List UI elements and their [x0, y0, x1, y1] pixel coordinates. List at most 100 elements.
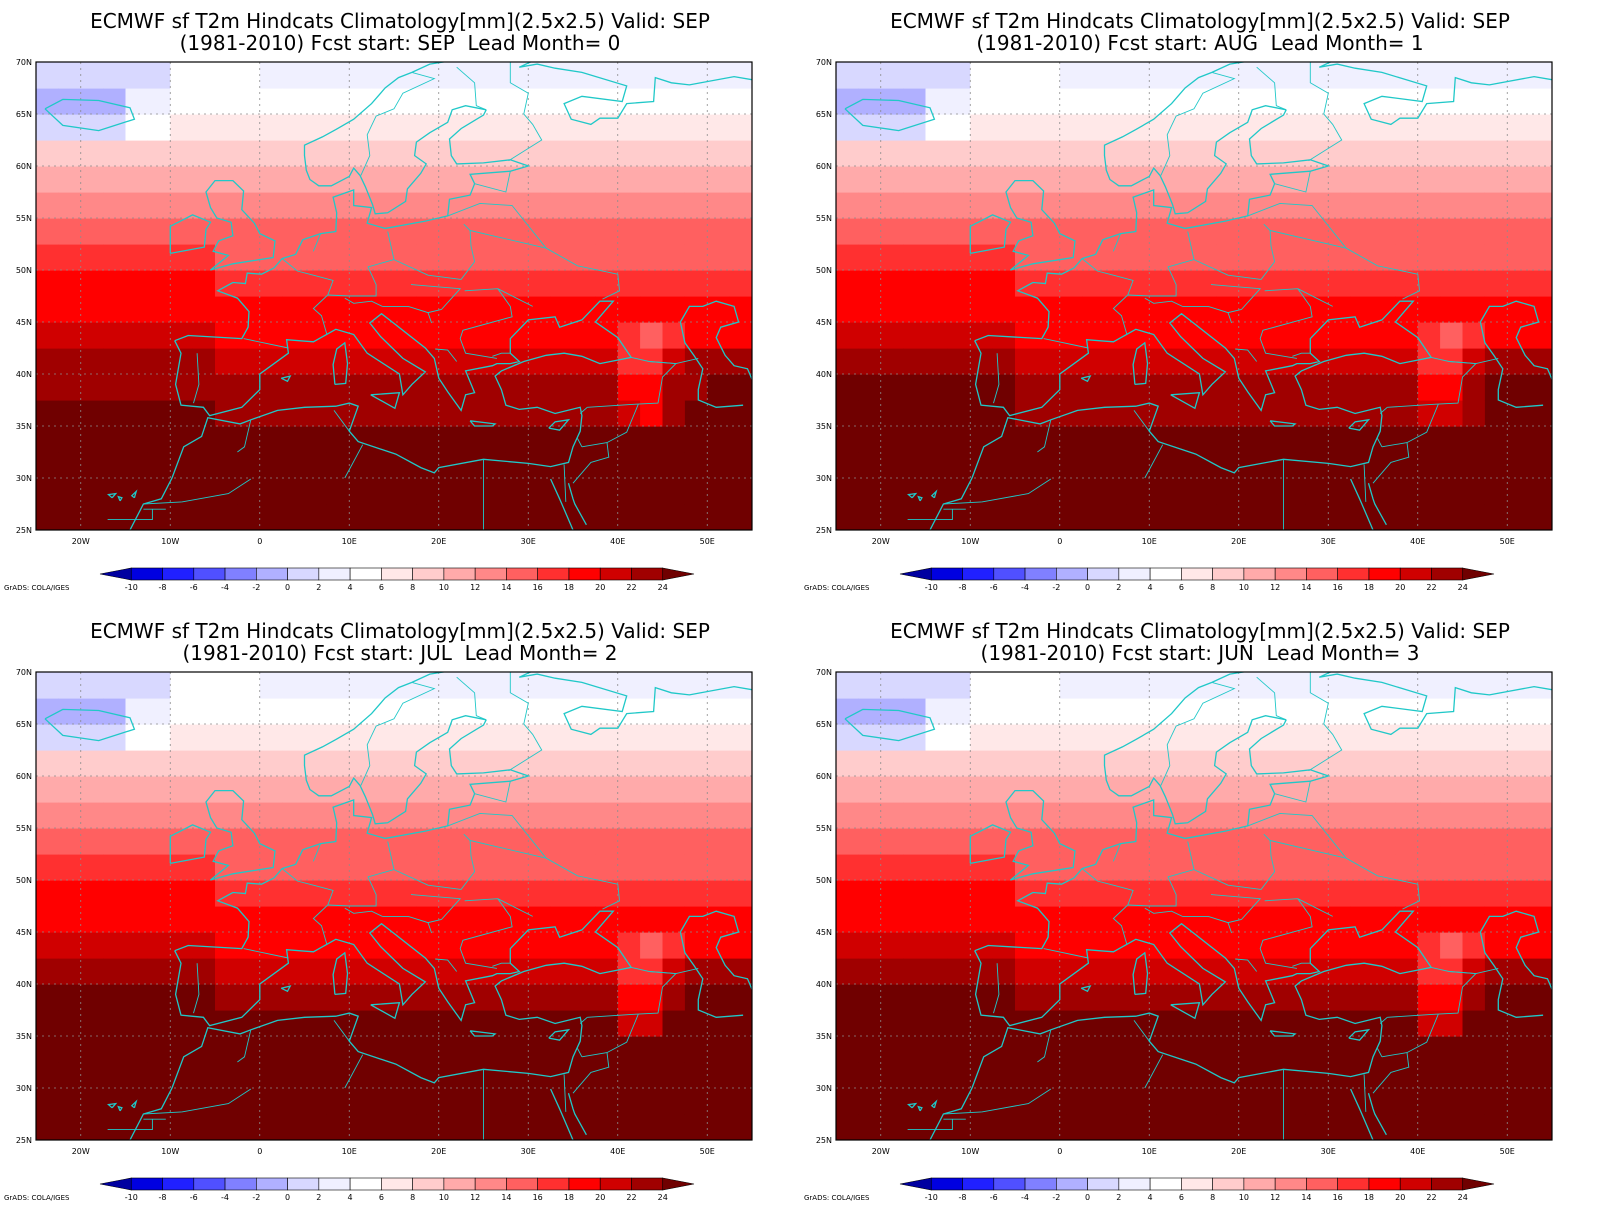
country-border	[510, 165, 529, 172]
field-cell	[170, 958, 194, 985]
field-cell	[1037, 62, 1061, 89]
field-cell	[1171, 348, 1195, 375]
field-cell	[438, 932, 462, 959]
field-cell	[528, 244, 552, 271]
field-cell	[662, 400, 686, 427]
field-cell	[662, 1036, 686, 1063]
field-cell	[103, 426, 127, 453]
field-cell	[237, 854, 261, 881]
field-cell	[259, 984, 283, 1011]
field-cell	[1462, 932, 1486, 959]
field-cell	[326, 114, 350, 141]
field-cell	[858, 218, 882, 245]
field-cell	[349, 478, 373, 505]
lon-tick-label: 20W	[72, 1147, 90, 1156]
field-cell	[282, 270, 306, 297]
field-cell	[1082, 88, 1106, 115]
lat-tick-label: 35N	[16, 422, 32, 431]
field-cell	[282, 322, 306, 349]
field-cell	[505, 322, 529, 349]
field-cell	[662, 140, 686, 167]
field-cell	[416, 1036, 440, 1063]
field-cell	[505, 1062, 529, 1089]
field-cell	[1305, 698, 1329, 725]
colorbar-segment	[287, 567, 320, 581]
field-cell	[125, 854, 149, 881]
field-cell	[505, 776, 529, 803]
field-cell	[1283, 1010, 1307, 1037]
field-cell	[925, 828, 949, 855]
field-cell	[925, 62, 949, 89]
country-border	[107, 1119, 153, 1131]
field-cell	[103, 828, 127, 855]
field-cell	[326, 88, 350, 115]
field-cell	[58, 270, 82, 297]
country-border	[456, 66, 487, 111]
colorbar-segment	[349, 1177, 382, 1191]
field-cell	[1261, 1036, 1285, 1063]
field-cell	[528, 802, 552, 829]
field-cell	[237, 140, 261, 167]
field-cell	[1082, 504, 1106, 530]
colorbar-segment	[1306, 567, 1338, 581]
field-cell	[640, 1062, 664, 1089]
field-cell	[707, 1062, 731, 1089]
field-cell	[617, 270, 641, 297]
field-cell	[1305, 724, 1329, 751]
field-cell	[371, 958, 395, 985]
field-cell	[684, 854, 708, 881]
field-cell	[1350, 828, 1374, 855]
field-cell	[1373, 880, 1396, 907]
country-border	[1292, 962, 1311, 967]
field-cell	[1417, 62, 1441, 89]
field-cell	[58, 192, 82, 219]
field-cell	[617, 906, 641, 933]
colorbar-label: 0	[1085, 583, 1090, 592]
field-cell	[836, 400, 859, 427]
field-cell	[992, 218, 1016, 245]
country-border	[579, 406, 588, 414]
field-cell	[858, 504, 882, 530]
field-cell	[1194, 244, 1217, 271]
field-cell	[438, 374, 462, 401]
field-cell	[371, 932, 395, 959]
field-cell	[1059, 776, 1083, 803]
colorbar-segment	[993, 567, 1026, 581]
field-cell	[1104, 426, 1128, 453]
field-cell	[1216, 322, 1240, 349]
field-cell	[1216, 166, 1240, 193]
field-cell	[707, 880, 731, 907]
field-cell	[617, 244, 641, 271]
field-cell	[1082, 776, 1106, 803]
field-cell	[903, 348, 927, 375]
field-cell	[595, 958, 619, 985]
lat-tick-label: 55N	[16, 214, 32, 223]
field-cell	[505, 880, 529, 907]
field-cell	[1059, 166, 1083, 193]
field-cell	[147, 932, 171, 959]
field-cell	[992, 1088, 1016, 1115]
field-cell	[707, 62, 731, 89]
field-cell	[1126, 958, 1150, 985]
field-cell	[1126, 724, 1150, 751]
field-cell	[925, 452, 949, 479]
lat-tick-label: 30N	[16, 474, 32, 483]
shaded-field	[36, 672, 752, 1140]
colorbar-label: 10	[439, 1193, 449, 1202]
field-cell	[880, 452, 904, 479]
field-cell	[858, 1062, 882, 1089]
field-cell	[1261, 802, 1285, 829]
field-cell	[505, 166, 529, 193]
field-cell	[836, 984, 859, 1011]
field-cell	[438, 400, 462, 427]
field-cell	[461, 62, 485, 89]
field-cell	[1194, 270, 1217, 297]
field-cell	[237, 62, 261, 89]
field-cell	[1194, 984, 1217, 1011]
field-cell	[1440, 1062, 1464, 1089]
field-cell	[58, 218, 82, 245]
field-cell	[1305, 1114, 1329, 1140]
field-cell	[836, 140, 859, 167]
field-cell	[1507, 504, 1531, 530]
field-cell	[505, 426, 529, 453]
